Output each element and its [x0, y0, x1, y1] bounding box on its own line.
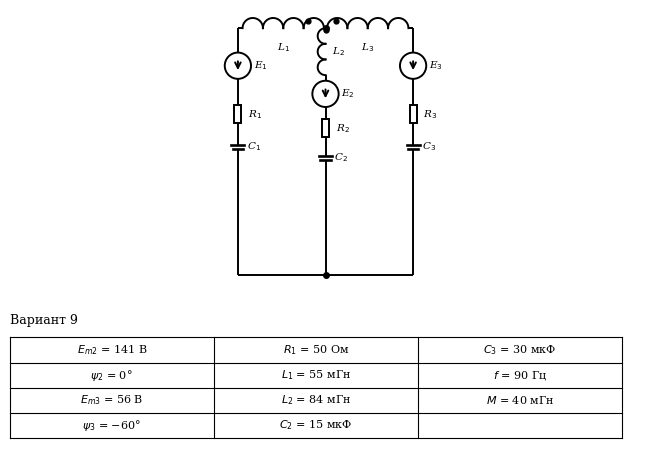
Text: $\psi_2$ = 0°: $\psi_2$ = 0°: [90, 368, 133, 382]
Text: L$_2$: L$_2$: [332, 45, 345, 58]
Bar: [234, 105, 242, 123]
Text: L$_1$: L$_1$: [277, 41, 290, 54]
Text: C$_2$: C$_2$: [334, 152, 348, 164]
Text: R$_3$: R$_3$: [423, 108, 437, 120]
Text: $\psi_3$ = −60°: $\psi_3$ = −60°: [82, 417, 141, 433]
Text: $L_1$ = 55 мГн: $L_1$ = 55 мГн: [281, 368, 351, 382]
Text: C$_1$: C$_1$: [247, 141, 260, 154]
Text: $C_2$ = 15 мкФ: $C_2$ = 15 мкФ: [279, 418, 353, 432]
Text: $L_2$ = 84 мГн: $L_2$ = 84 мГн: [281, 393, 351, 407]
Text: Вариант 9: Вариант 9: [10, 314, 77, 327]
Text: $C_3$ = 30 мкФ: $C_3$ = 30 мкФ: [484, 343, 557, 357]
Text: C$_3$: C$_3$: [422, 141, 436, 154]
Text: E$_2$: E$_2$: [341, 87, 355, 100]
Text: E$_3$: E$_3$: [429, 59, 443, 72]
Text: E$_1$: E$_1$: [253, 59, 268, 72]
Text: $E_{m2}$ = 141 В: $E_{m2}$ = 141 В: [77, 343, 147, 357]
Text: R$_2$: R$_2$: [335, 122, 350, 134]
Text: $M$ = 40 мГн: $M$ = 40 мГн: [486, 394, 555, 406]
Bar: [409, 105, 417, 123]
Bar: [322, 119, 329, 137]
Text: R$_1$: R$_1$: [248, 108, 262, 120]
Text: $f$ = 90 Гц: $f$ = 90 Гц: [493, 368, 547, 382]
Text: $E_{m3}$ = 56 В: $E_{m3}$ = 56 В: [80, 393, 143, 407]
Text: L$_3$: L$_3$: [361, 41, 374, 54]
Text: $R_1$ = 50 Ом: $R_1$ = 50 Ом: [283, 343, 349, 357]
